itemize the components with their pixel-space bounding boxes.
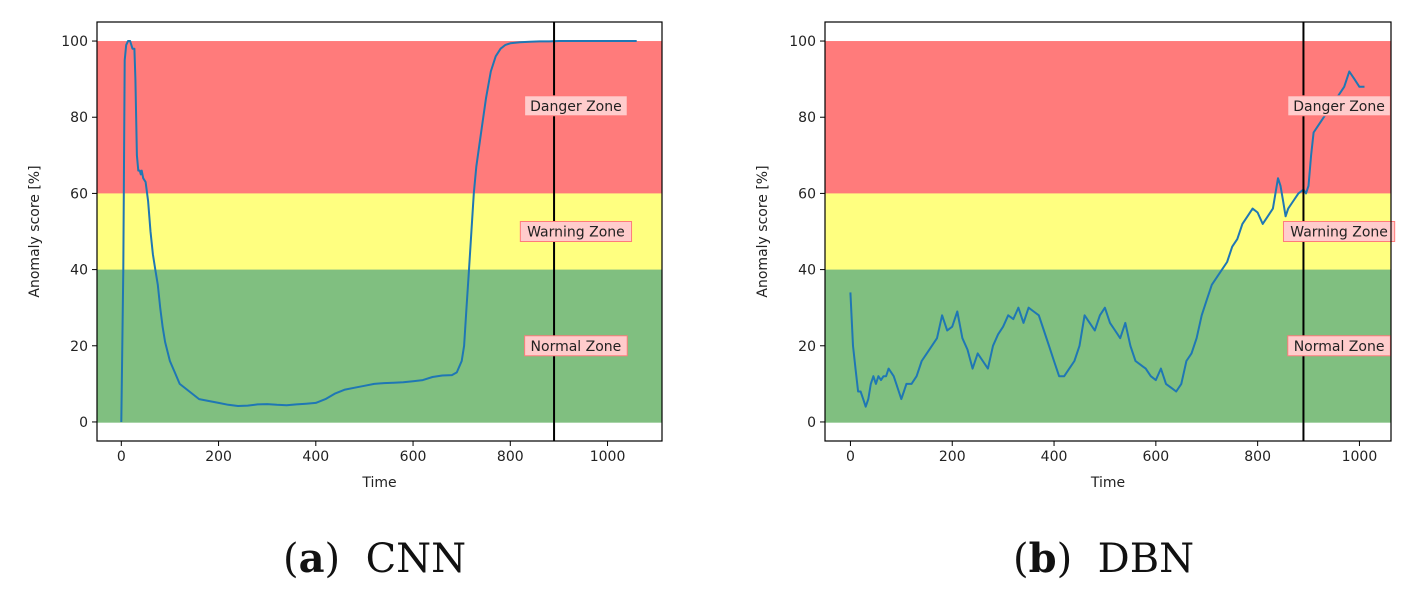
y-tick-label: 40: [798, 263, 816, 279]
y-axis-label: Anomaly score [%]: [27, 165, 43, 297]
caption-b: (b) DBN: [1013, 535, 1195, 582]
axes-frame: [824, 21, 1392, 442]
series-line-0: [120, 40, 637, 423]
y-tick-label: 20: [70, 339, 88, 355]
zone-label-1: Warning Zone: [1282, 221, 1396, 242]
y-tick-label: 40: [70, 263, 88, 279]
x-tick-label: 800: [497, 449, 524, 465]
y-tick-label: 60: [70, 186, 88, 202]
y-tick-label: 0: [79, 415, 88, 431]
zone-band-0: [97, 41, 662, 194]
zone-label-text: Warning Zone: [527, 225, 625, 241]
x-tick-label: 0: [117, 449, 126, 465]
y-tick-label: 100: [789, 34, 816, 50]
axes-frame: [96, 21, 663, 442]
x-axis-label: Time: [1090, 475, 1125, 491]
x-tick-label: 200: [939, 449, 966, 465]
zone-label-text: Warning Zone: [1290, 225, 1388, 241]
series-line-0: [849, 70, 1365, 408]
zone-label-text: Normal Zone: [531, 339, 622, 355]
zone-label-box: [524, 95, 628, 117]
zone-label-text: Danger Zone: [1293, 99, 1385, 115]
zone-label-text: Normal Zone: [1294, 339, 1385, 355]
x-tick-label: 400: [1041, 449, 1068, 465]
zone-label-2: Normal Zone: [524, 335, 628, 357]
zone-label-0: Danger Zone: [1287, 95, 1391, 117]
x-tick-label: 1000: [590, 449, 626, 465]
x-tick-label: 800: [1244, 449, 1271, 465]
x-tick-label: 200: [205, 449, 232, 465]
zone-label-text: Danger Zone: [530, 99, 622, 115]
x-tick-label: 0: [846, 449, 855, 465]
zone-label-2: Normal Zone: [1287, 335, 1391, 357]
x-tick-label: 1000: [1342, 449, 1378, 465]
x-axis-label: Time: [361, 475, 396, 491]
y-tick-label: 100: [61, 34, 88, 50]
y-axis-label: Anomaly score [%]: [755, 165, 771, 297]
y-tick-label: 60: [798, 186, 816, 202]
x-tick-label: 600: [1142, 449, 1169, 465]
y-tick-label: 20: [798, 339, 816, 355]
y-tick-label: 80: [798, 110, 816, 126]
zone-label-box: [1287, 335, 1391, 357]
caption-a: (a) CNN: [283, 535, 467, 582]
zone-label-0: Danger Zone: [524, 95, 628, 117]
x-tick-label: 600: [400, 449, 427, 465]
zone-label-1: Warning Zone: [519, 221, 633, 242]
zone-label-box: [519, 221, 633, 242]
zone-label-box: [1282, 221, 1396, 242]
zone-label-box: [1287, 95, 1391, 117]
y-tick-label: 80: [70, 110, 88, 126]
zone-label-box: [524, 335, 628, 357]
y-tick-label: 0: [807, 415, 816, 431]
x-tick-label: 400: [302, 449, 329, 465]
zone-band-0: [825, 41, 1391, 194]
